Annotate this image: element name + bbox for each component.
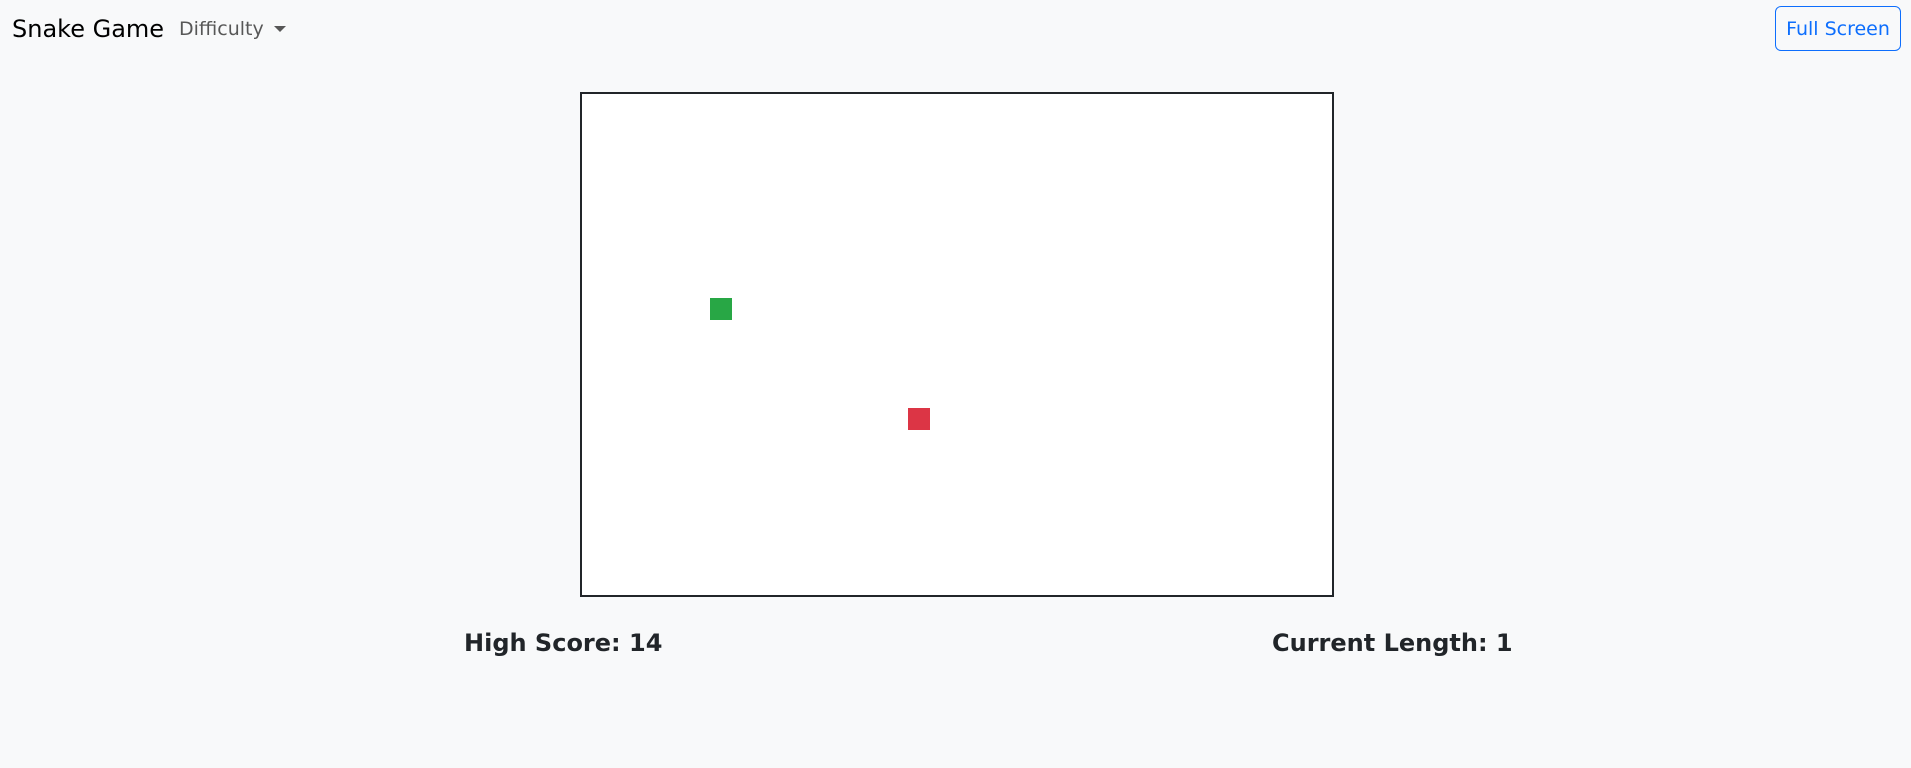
game-board[interactable]: [580, 92, 1334, 597]
navbar: Snake Game Difficulty Full Screen: [0, 0, 1911, 58]
difficulty-label: Difficulty: [179, 18, 264, 40]
current-length: Current Length: 1: [1272, 629, 1513, 657]
caret-down-icon: [273, 26, 286, 32]
food-item: [908, 408, 930, 430]
fullscreen-button[interactable]: Full Screen: [1775, 6, 1901, 51]
high-score: High Score: 14: [464, 629, 663, 657]
difficulty-dropdown[interactable]: Difficulty: [179, 15, 286, 43]
snake-segment: [710, 298, 732, 320]
brand-title[interactable]: Snake Game: [12, 15, 165, 43]
